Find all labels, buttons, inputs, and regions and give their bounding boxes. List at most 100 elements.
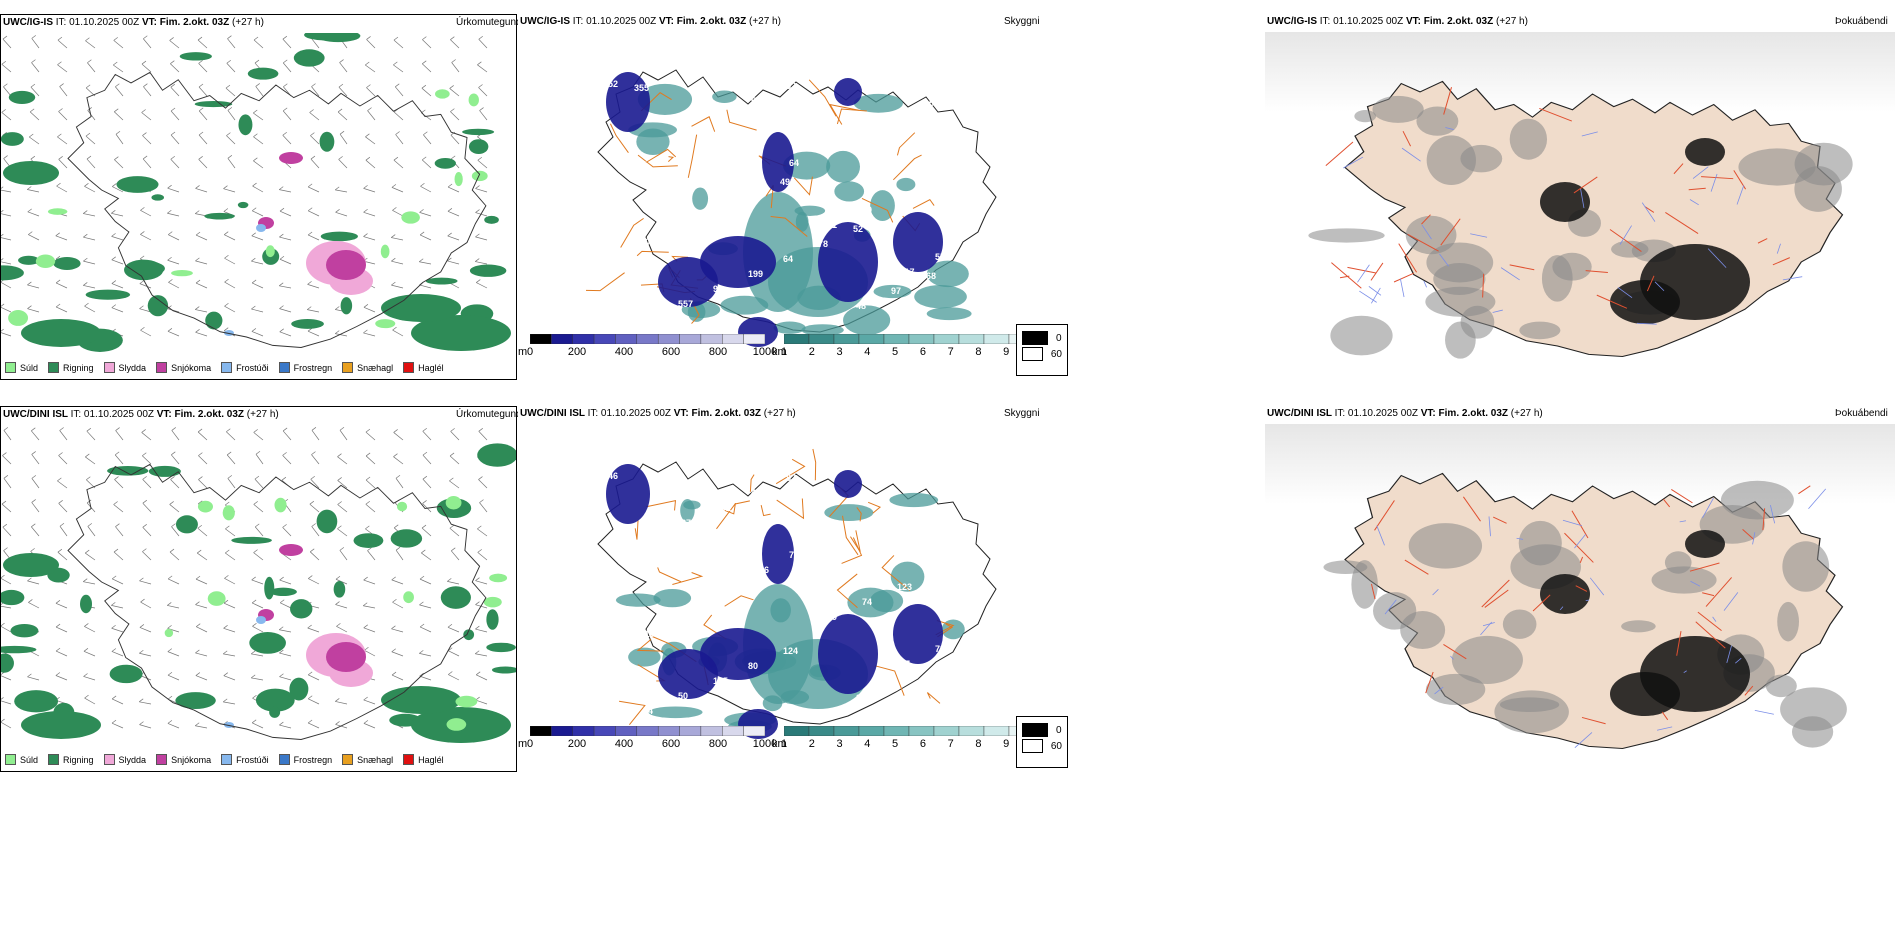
legend-label: Frostregn — [293, 754, 333, 765]
ceiling-value-label: 48 — [856, 301, 866, 311]
legend-item: Slydda — [103, 754, 147, 765]
ceiling-value-label: 124 — [783, 646, 798, 656]
tick-label: 8 — [975, 346, 982, 358]
legend-swatch — [221, 754, 233, 765]
tick-label: 3 — [836, 346, 843, 358]
ceiling-value-label: 78 — [894, 113, 904, 123]
tick-label: 6 — [919, 738, 926, 750]
ceiling-value-label: 59 — [637, 552, 647, 562]
panel-field-name: Úrkomutegund — [456, 17, 522, 28]
ceiling-value-label: 64 — [707, 130, 717, 140]
tick-label: 9 — [1003, 346, 1010, 358]
precip-map — [1, 426, 516, 743]
ceiling-value-label: 87 — [681, 518, 691, 528]
ceiling-value-label: 79 — [827, 612, 837, 622]
ceiling-value-label: 64 — [897, 190, 907, 200]
legend-label: Snæhagl — [357, 754, 394, 765]
legend-item: Haglél — [403, 362, 444, 373]
panel-title: UWC/DINI ISL IT: 01.10.2025 00Z VT: Fim.… — [3, 409, 279, 420]
ceiling-value-label: 87 — [786, 473, 796, 483]
legend-item: Frostúði — [221, 362, 269, 373]
model-name: UWC/DINI ISL — [3, 409, 71, 420]
legend-swatch — [5, 362, 16, 373]
ceiling-value-label: 559 — [710, 599, 725, 609]
legend-swatch — [48, 362, 60, 373]
tick-label: 600 — [661, 346, 681, 358]
fog-legend-swatch — [1022, 347, 1043, 361]
init-time: IT: 01.10.2025 00Z — [1319, 16, 1406, 27]
tick-label: 4 — [864, 738, 871, 750]
ceiling-value-label: 74 — [862, 597, 872, 607]
ceiling-value-label: 119 — [640, 629, 655, 639]
legend-label: Snæhagl — [357, 362, 394, 373]
ceiling-value-label: 87 — [900, 659, 910, 669]
ceiling-value-label: 81 — [827, 220, 837, 230]
legend-item: Frostregn — [278, 754, 333, 765]
ceiling-value-label: 82 — [856, 693, 866, 703]
ceiling-value-label: 106 — [754, 565, 769, 575]
tick-label: 200 — [567, 738, 587, 750]
ceiling-value-label: 63 — [745, 192, 755, 202]
tick-label: 2 — [808, 738, 815, 750]
ceiling-value-label: 70 — [824, 535, 834, 545]
ceiling-value-label: 193 — [675, 222, 690, 232]
legend-swatch — [221, 362, 233, 373]
legend-item: Frostúði — [221, 754, 269, 765]
legend-item: Rigning — [48, 754, 94, 765]
ceiling-value-label: 70 — [640, 237, 650, 247]
legend-label: Snjókoma — [171, 754, 212, 765]
cloud-visibility-panel: UWC/DINI ISL IT: 01.10.2025 00Z VT: Fim.… — [518, 406, 1265, 772]
ceiling-value-label: 123 — [710, 207, 725, 217]
legend-item: Frostregn — [278, 362, 332, 373]
fog-legend-label: 0 — [1056, 724, 1062, 736]
ceiling-value-label: 52 — [608, 79, 618, 89]
ceiling-value-label: 72 — [824, 143, 834, 153]
legend-swatch — [48, 754, 60, 765]
model-name: UWC/IG-IS — [3, 17, 56, 28]
fog-legend-swatch — [1022, 723, 1048, 737]
fog-legend-row: 0 — [1022, 723, 1062, 737]
panel-field-name: Þokuábendi — [1835, 408, 1888, 419]
panel-field-name: Skyggni — [1004, 16, 1040, 27]
tick-label: 5 — [892, 738, 899, 750]
lead-time: (+27 h) — [763, 408, 796, 419]
ceiling-value-label: 52 — [853, 224, 863, 234]
legend-swatch — [103, 362, 115, 373]
tick-label: 1 — [780, 346, 788, 358]
ceiling-value-label: 89 — [754, 173, 764, 183]
ceiling-value-label: 53 — [894, 505, 904, 515]
ceiling-value-label: 190 — [932, 175, 947, 185]
ceiling-value-label: 51 — [675, 614, 685, 624]
tick-label: 5 — [892, 346, 899, 358]
ceiling-value-label: 123 — [897, 582, 912, 592]
fog-legend-swatch — [1022, 331, 1048, 345]
ceiling-value-label: 105 — [713, 676, 728, 686]
cloud-map: 46 87 106 79 87 54 102 79 74 73 50 48 70 123 119 105 87 9… — [597, 448, 997, 739]
legend-label: Frostúði — [236, 362, 269, 373]
fog-index-panel: UWC/IG-IS IT: 01.10.2025 00Z VT: Fim. 2.… — [1265, 14, 1900, 380]
ceiling-value-label: 42 — [672, 145, 682, 155]
ceiling-value-label: 492 — [780, 177, 795, 187]
legend-label: Haglél — [418, 754, 444, 765]
tick-label: 200 — [567, 346, 587, 358]
tick-label: 600 — [661, 738, 681, 750]
ceiling-value-label: 73 — [935, 644, 945, 654]
legend-item: Rigning — [48, 362, 94, 373]
ceiling-value-label: 54 — [643, 706, 653, 716]
colorbar-unit: km — [772, 346, 787, 358]
legend-item: Súld — [5, 362, 38, 373]
ceiling-value-label: 199 — [748, 269, 763, 279]
valid-time: VT: Fim. 2.okt. 03Z — [141, 17, 232, 28]
precip-type-legend: Súld Rigning Slydda Snjókoma Frostúði Frostre… — [5, 754, 444, 765]
legend-label: Slydda — [118, 754, 147, 765]
precip-type-panel: UWC/IG-IS IT: 01.10.2025 00Z VT: Fim. 2.… — [0, 14, 522, 380]
tick-label: 6 — [919, 346, 926, 358]
init-time: IT: 01.10.2025 00Z — [587, 408, 674, 419]
tick-label: 3 — [836, 738, 843, 750]
legend-swatch — [278, 754, 290, 765]
ceiling-value-label: 117 — [900, 267, 915, 277]
tick-label: 7 — [947, 738, 954, 750]
init-time: IT: 01.10.2025 00Z — [55, 17, 142, 28]
fog-legend-row: 0 — [1022, 331, 1062, 345]
ceiling-value-label: 60 — [862, 205, 872, 215]
